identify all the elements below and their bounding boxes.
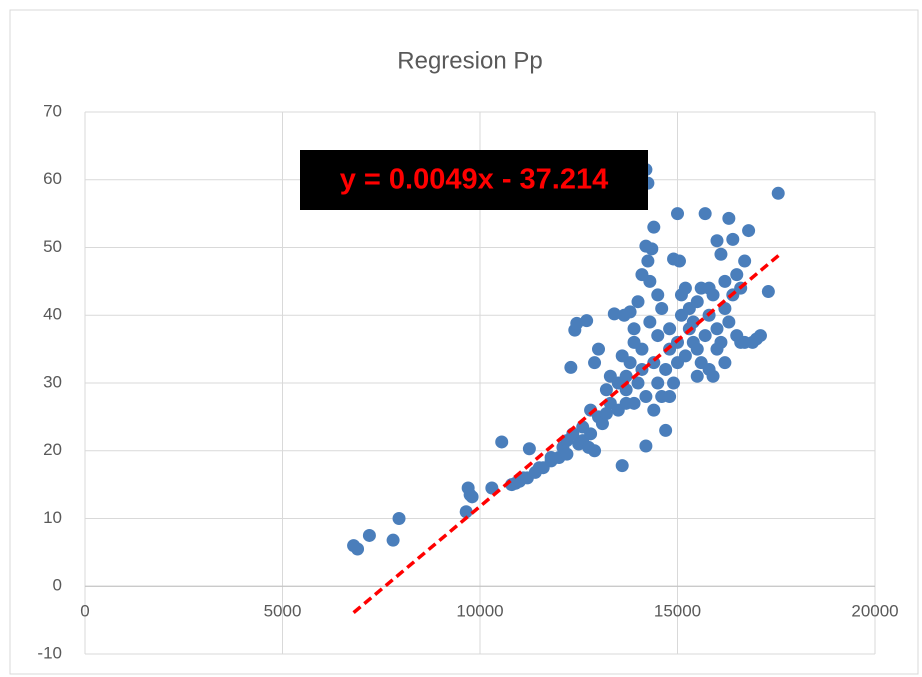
point: [560, 447, 574, 461]
point: [386, 533, 400, 547]
trendline: [352, 252, 782, 614]
point: [351, 542, 365, 556]
point: [592, 342, 605, 356]
point: [771, 186, 785, 200]
point: [651, 329, 665, 343]
point: [570, 316, 584, 330]
point: [615, 459, 629, 473]
point: [714, 247, 728, 261]
point: [722, 315, 736, 329]
point: [671, 207, 684, 221]
point: [584, 427, 598, 441]
y-tick-label: 20: [43, 440, 62, 459]
point: [753, 329, 767, 343]
point: [651, 376, 665, 390]
y-tick-label: 0: [53, 576, 62, 595]
point: [651, 288, 665, 302]
point: [710, 234, 724, 248]
point: [659, 362, 673, 376]
point: [742, 224, 756, 238]
point: [459, 505, 473, 519]
point: [635, 342, 649, 356]
point: [726, 232, 740, 246]
point: [718, 274, 732, 288]
point: [706, 369, 720, 383]
point: [631, 295, 645, 309]
y-tick-label: 10: [43, 508, 62, 527]
point: [588, 356, 602, 370]
point: [647, 403, 661, 417]
point: [619, 369, 633, 383]
point: [522, 442, 536, 456]
x-tick-label: 20000: [851, 602, 898, 621]
point: [690, 295, 704, 309]
point: [362, 528, 376, 542]
point: [647, 220, 661, 234]
point: [690, 342, 704, 356]
point: [639, 439, 653, 453]
point: [639, 390, 653, 404]
point: [495, 435, 509, 449]
y-tick-label: 60: [43, 169, 62, 188]
point: [698, 207, 712, 221]
point: [645, 242, 659, 256]
point: [631, 376, 645, 390]
point: [623, 356, 637, 370]
point: [485, 481, 499, 495]
point: [698, 329, 712, 343]
point: [722, 211, 736, 225]
point: [607, 307, 621, 321]
point: [686, 315, 700, 329]
point: [667, 376, 681, 390]
equation-label: y = 0.0049x - 37.214: [340, 164, 608, 196]
point: [706, 288, 720, 302]
point: [690, 369, 704, 383]
point: [714, 335, 728, 349]
point: [627, 396, 641, 410]
point: [663, 322, 677, 336]
point: [564, 360, 578, 374]
point: [659, 423, 673, 437]
y-tick-label: 70: [43, 101, 62, 120]
point: [599, 406, 613, 420]
point: [465, 490, 479, 504]
point: [599, 383, 613, 397]
point: [678, 281, 692, 295]
y-tick-label: 50: [43, 237, 62, 256]
point: [718, 356, 732, 370]
x-tick-label: 0: [80, 602, 89, 621]
chart-title: Regresion Pp: [397, 47, 542, 74]
x-tick-label: 15000: [654, 602, 701, 621]
point: [730, 268, 744, 282]
point: [580, 314, 594, 328]
point: [623, 305, 637, 319]
point: [643, 315, 657, 329]
point: [663, 390, 677, 404]
point: [595, 417, 609, 431]
point: [761, 285, 775, 299]
point: [710, 322, 724, 336]
point: [627, 322, 641, 336]
x-tick-label: 10000: [456, 602, 503, 621]
y-tick-label: -10: [37, 643, 62, 662]
point: [643, 274, 657, 288]
point: [678, 349, 692, 363]
x-tick-label: 5000: [264, 602, 302, 621]
point: [738, 254, 752, 268]
point: [392, 512, 406, 525]
point: [641, 254, 655, 268]
equation-box: [300, 150, 648, 210]
point: [588, 444, 602, 458]
chart-border: [9, 9, 919, 675]
point: [655, 301, 669, 315]
y-tick-label: 30: [43, 372, 62, 391]
point: [672, 254, 686, 268]
y-tick-label: 40: [43, 305, 62, 324]
